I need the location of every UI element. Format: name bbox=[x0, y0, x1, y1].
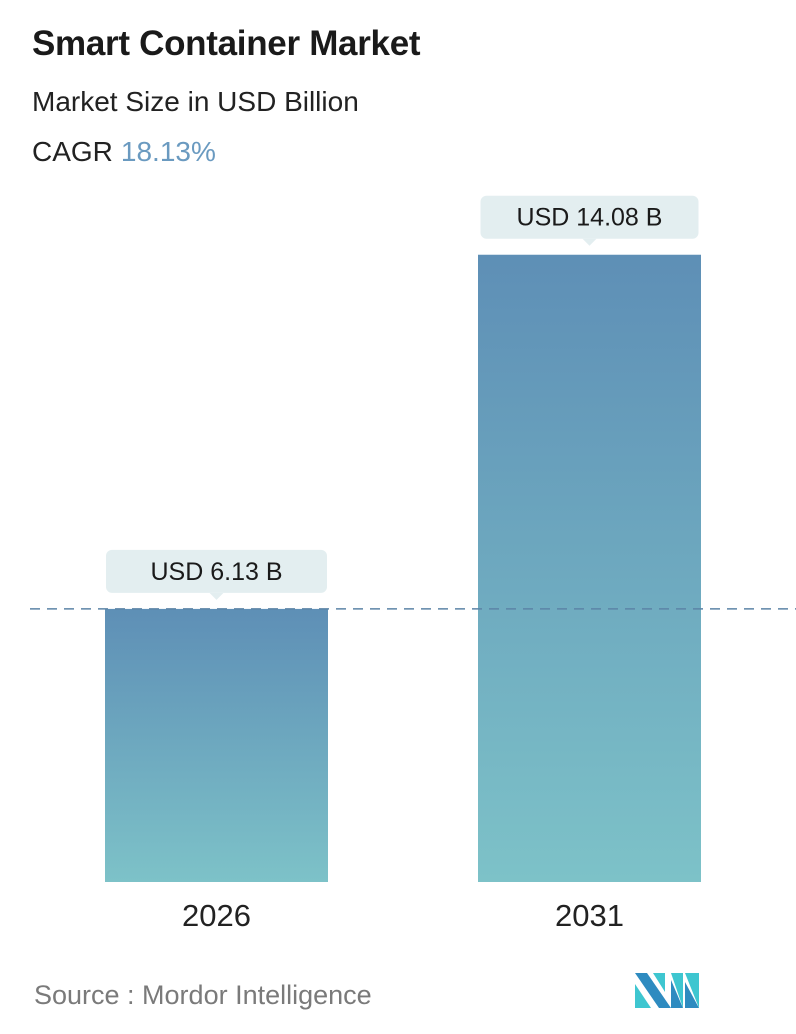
cagr-label: CAGR bbox=[32, 136, 113, 167]
data-label-pointer bbox=[209, 592, 224, 600]
cagr-value: 18.13% bbox=[120, 136, 216, 167]
chart-subtitle: Market Size in USD Billion bbox=[32, 86, 359, 117]
data-label-pointer bbox=[582, 238, 597, 246]
chart-title: Smart Container Market bbox=[32, 24, 421, 63]
data-label-bubble bbox=[480, 195, 699, 239]
source-text: Source : Mordor Intelligence bbox=[34, 980, 372, 1010]
data-label: USD 14.08 B bbox=[517, 204, 663, 232]
cagr: CAGR 18.13% bbox=[32, 136, 216, 168]
x-tick-label: 2031 bbox=[555, 898, 624, 933]
data-label-bubble bbox=[106, 549, 327, 593]
x-tick-label: 2026 bbox=[182, 898, 251, 933]
bar-2031 bbox=[478, 254, 701, 883]
bar-2026 bbox=[105, 608, 328, 882]
data-label: USD 6.13 B bbox=[150, 558, 282, 586]
mordor-logo bbox=[635, 973, 699, 1008]
